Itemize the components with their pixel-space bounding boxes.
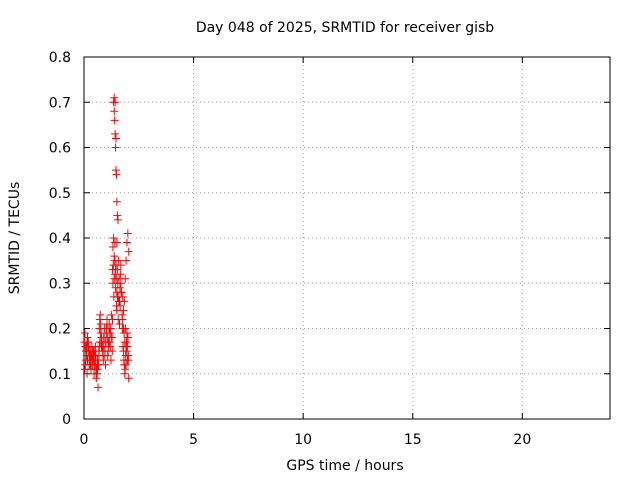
data-point bbox=[120, 297, 129, 306]
data-point bbox=[106, 329, 115, 338]
data-point bbox=[110, 107, 119, 116]
data-point bbox=[105, 338, 114, 347]
data-point bbox=[116, 270, 125, 279]
data-point bbox=[119, 306, 128, 315]
x-tick-label: 0 bbox=[80, 432, 89, 448]
grid-lines bbox=[84, 57, 610, 419]
data-point bbox=[107, 333, 116, 342]
data-point bbox=[90, 347, 99, 356]
data-point bbox=[110, 116, 119, 125]
y-tick-label: 0.2 bbox=[49, 322, 71, 338]
x-tick-label: 20 bbox=[513, 432, 531, 448]
data-point bbox=[121, 351, 130, 360]
y-tick-label: 0.4 bbox=[49, 231, 71, 247]
data-point bbox=[110, 93, 119, 102]
data-point bbox=[111, 143, 120, 152]
data-point bbox=[103, 319, 112, 328]
plot-area-border bbox=[83, 56, 611, 420]
data-point bbox=[104, 342, 113, 351]
data-point bbox=[104, 324, 113, 333]
data-point bbox=[121, 365, 130, 374]
data-point bbox=[122, 238, 131, 247]
data-point bbox=[111, 98, 120, 107]
data-point bbox=[123, 229, 132, 238]
data-point bbox=[116, 301, 125, 310]
data-point bbox=[99, 333, 108, 342]
data-point bbox=[113, 211, 122, 220]
chart-title: Day 048 of 2025, SRMTID for receiver gis… bbox=[196, 20, 494, 36]
data-point bbox=[124, 374, 133, 383]
y-tick-label: 0.8 bbox=[49, 50, 71, 66]
data-point bbox=[116, 279, 125, 288]
data-point bbox=[109, 234, 118, 242]
data-point bbox=[115, 283, 124, 292]
data-point bbox=[103, 351, 112, 360]
data-point bbox=[114, 256, 123, 265]
data-point bbox=[118, 315, 127, 324]
data-point bbox=[101, 360, 110, 369]
data-point bbox=[83, 338, 92, 347]
data-point bbox=[111, 265, 120, 274]
data-point bbox=[119, 347, 128, 356]
data-point bbox=[108, 347, 117, 356]
data-point bbox=[118, 324, 127, 333]
data-point bbox=[110, 252, 119, 261]
x-tick-label: 15 bbox=[404, 432, 422, 448]
data-point bbox=[122, 338, 131, 347]
data-points bbox=[80, 93, 133, 392]
data-point bbox=[106, 356, 115, 365]
y-tick-label: 0.5 bbox=[49, 186, 71, 202]
data-point bbox=[101, 347, 110, 356]
data-point bbox=[93, 369, 102, 378]
data-point bbox=[111, 129, 120, 138]
data-point bbox=[111, 134, 120, 143]
data-point bbox=[116, 261, 125, 270]
data-point bbox=[92, 365, 101, 374]
data-point bbox=[91, 351, 100, 360]
y-tick-label: 0.7 bbox=[49, 95, 71, 111]
data-point bbox=[83, 369, 92, 378]
data-point bbox=[122, 360, 131, 369]
data-point bbox=[115, 319, 124, 328]
data-point bbox=[124, 356, 133, 365]
data-point bbox=[122, 329, 131, 338]
data-point bbox=[113, 215, 122, 224]
data-point bbox=[81, 342, 90, 351]
data-point bbox=[80, 329, 89, 338]
data-point bbox=[123, 333, 132, 342]
data-point bbox=[112, 197, 121, 206]
y-tick-label: 0.6 bbox=[49, 141, 71, 157]
data-point bbox=[112, 170, 121, 179]
data-point bbox=[122, 256, 131, 265]
data-point bbox=[107, 310, 116, 319]
data-point bbox=[124, 247, 133, 256]
data-point bbox=[118, 292, 127, 301]
data-point bbox=[94, 383, 103, 392]
y-axis-label: SRMTID / TECUs bbox=[7, 182, 23, 295]
data-point bbox=[121, 274, 130, 283]
x-axis-label: GPS time / hours bbox=[286, 458, 403, 474]
data-point bbox=[108, 243, 117, 252]
data-point bbox=[96, 310, 105, 319]
y-tick-label: 0.1 bbox=[49, 367, 71, 383]
x-tick-label: 5 bbox=[189, 432, 198, 448]
y-tick-label: 0.3 bbox=[49, 276, 71, 292]
data-point bbox=[117, 288, 126, 297]
y-axis-ticks: 0 0.1 0.2 0.3 0.4 0.5 0.6 0.7 0.8 bbox=[49, 50, 610, 428]
x-axis-ticks: 0 5 10 15 20 bbox=[80, 57, 531, 448]
y-tick-label: 0 bbox=[62, 412, 71, 428]
data-point bbox=[123, 342, 132, 351]
x-tick-label: 10 bbox=[294, 432, 312, 448]
data-point bbox=[112, 238, 121, 247]
data-point bbox=[112, 274, 121, 283]
